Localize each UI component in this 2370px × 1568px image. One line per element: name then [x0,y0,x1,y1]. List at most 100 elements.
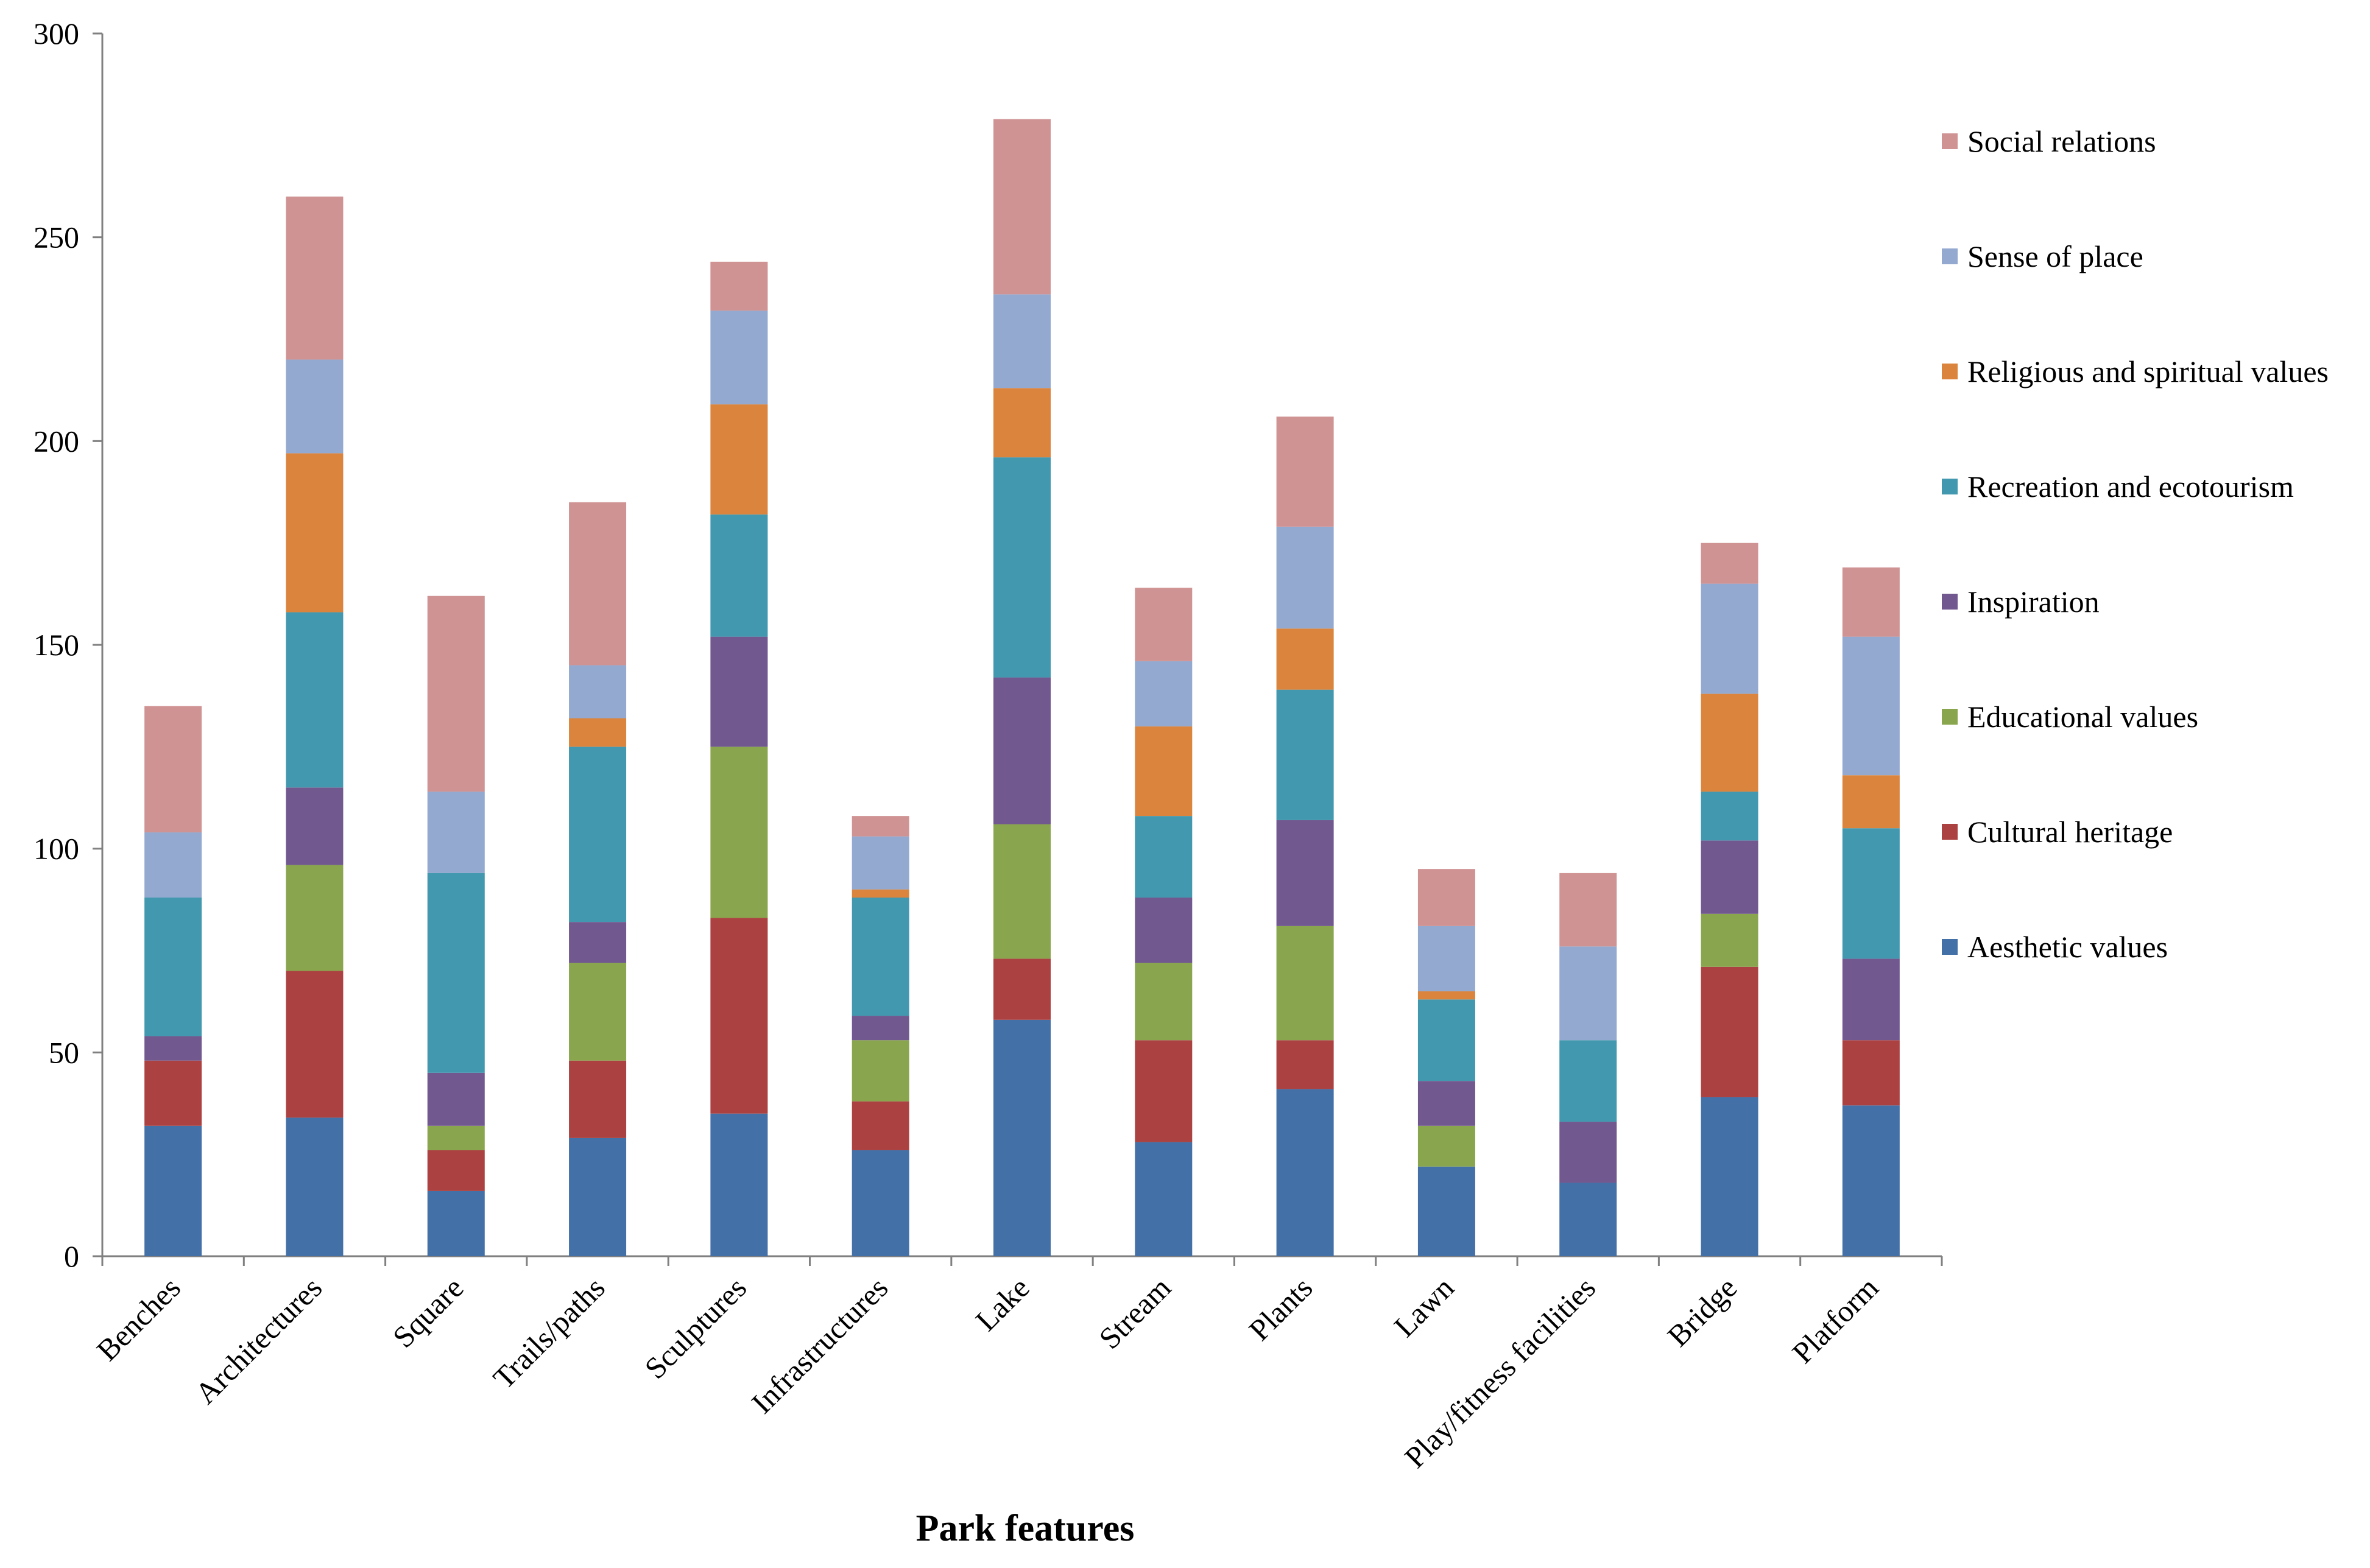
y-tick-label: 100 [34,832,79,866]
bar-segment [427,873,485,1073]
bar-segment [1701,543,1758,584]
legend-label: Sense of place [1967,239,2143,273]
bar-segment [1135,588,1193,661]
bar-segment [1417,1166,1475,1256]
bar-segment [286,359,344,454]
bar-segment [1559,873,1617,947]
x-tick-label: Benches [90,1270,187,1367]
bar-segment [852,816,909,837]
bars [144,119,1900,1256]
bar-segment [569,502,627,666]
legend-swatch [1942,594,1958,610]
bar-segment [1417,999,1475,1081]
legend-label: Educational values [1967,700,2198,734]
x-tick-label: Lawn [1388,1270,1461,1343]
x-axis: Benches Architectures Square Trails/paths Sc… [90,1255,1943,1474]
bar-segment [710,514,768,637]
bar-segment [286,196,344,360]
bar-segment [993,824,1051,959]
bar-segment [144,706,202,832]
x-tick-label: Infrastructures [745,1270,895,1420]
bar-segment [993,958,1051,1020]
bar-segment [710,311,768,405]
bar-segment [993,457,1051,678]
bar-segment [1276,926,1334,1041]
bar-segment [144,832,202,898]
bar-segment [569,963,627,1061]
bar-segment [569,922,627,963]
bar-segment [710,918,768,1114]
bar-segment [1842,828,1900,959]
bar-segment [286,453,344,613]
bar-segment [1842,958,1900,1041]
bar-segment [1559,1183,1617,1256]
bar-segment [286,865,344,971]
legend-label: Inspiration [1967,585,2100,619]
legend-label: Cultural heritage [1967,815,2173,849]
bar-segment [1276,820,1334,926]
bar-segment [1559,1122,1617,1183]
bar-segment [852,836,909,890]
bar-segment [427,1072,485,1126]
y-tick-label: 200 [34,424,79,458]
legend: Social relations Sense of place Religious … [1942,124,2329,964]
y-tick-label: 150 [34,628,79,662]
bar-segment [1276,526,1334,629]
legend-swatch [1942,479,1958,494]
bar-segment [1276,689,1334,820]
bar-segment [286,612,344,788]
bar-segment [427,596,485,792]
bar-segment [569,1137,627,1256]
bar-segment [569,1060,627,1138]
bar-segment [710,261,768,311]
bar-segment [993,1019,1051,1256]
bar-segment [1701,1097,1758,1256]
bar-segment [427,1125,485,1150]
bar-segment [286,971,344,1118]
bar-segment [144,1125,202,1256]
x-tick-label: Plants [1242,1270,1319,1347]
legend-swatch [1942,364,1958,379]
bar-segment [144,1060,202,1126]
bar-segment [1701,840,1758,914]
bar-segment [852,897,909,1016]
bar-segment [1842,775,1900,829]
bar-segment [1701,913,1758,967]
bar-segment [993,294,1051,388]
bar-segment [1276,1089,1334,1256]
y-axis: 0 50 100 150 200 250 300 [34,16,104,1273]
bar-segment [710,636,768,747]
legend-swatch [1942,133,1958,149]
x-tick-label: Platform [1785,1270,1885,1369]
bar-segment [427,1190,485,1256]
bar-segment [1417,926,1475,991]
bar-segment [1135,1142,1193,1256]
bar-segment [1417,869,1475,926]
bar-segment [1701,966,1758,1097]
x-tick-label: Architectures [188,1270,328,1410]
bar-segment [852,889,909,898]
x-axis-title: Park features [916,1508,1135,1549]
legend-label: Recreation and ecotourism [1967,469,2294,504]
bar-segment [1417,991,1475,1000]
bar-segment [1842,567,1900,637]
bar-segment [852,1016,909,1041]
bar-segment [286,787,344,865]
bar-segment [1842,1040,1900,1106]
bar-segment [569,747,627,923]
x-tick-label: Sculptures [638,1270,753,1385]
bar-segment [569,718,627,747]
bar-segment [710,747,768,918]
bar-segment [427,1150,485,1191]
x-tick-label: Trails/paths [487,1270,612,1395]
bar-segment [993,119,1051,295]
x-tick-label: Stream [1092,1270,1177,1355]
bar-segment [1842,636,1900,776]
bar-segment [1559,1040,1617,1122]
y-tick-label: 0 [64,1239,79,1273]
bar-segment [993,677,1051,824]
bar-segment [1135,816,1193,898]
bar-segment [852,1101,909,1150]
bar-segment [1417,1081,1475,1126]
